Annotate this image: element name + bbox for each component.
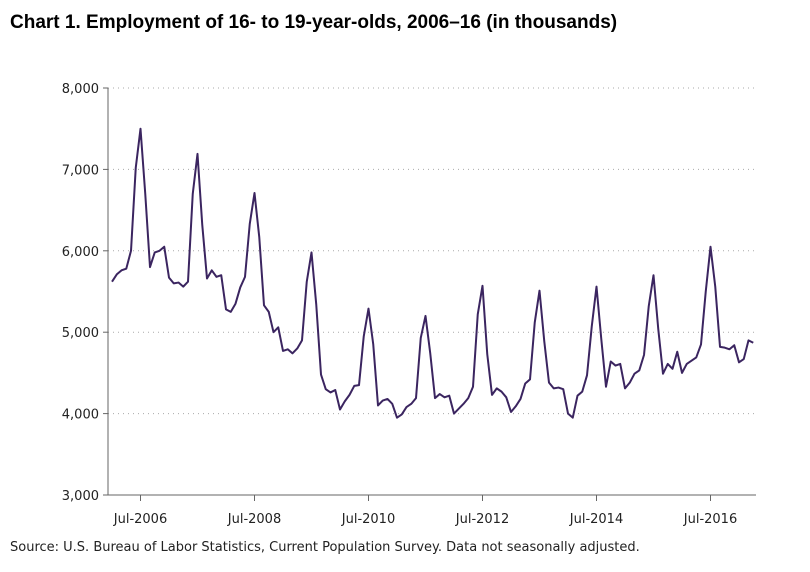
y-tick-label: 8,000: [62, 82, 99, 97]
axes: [107, 88, 756, 496]
series-line: [111, 127, 754, 419]
gridlines: [108, 87, 756, 415]
chart-title: Chart 1. Employment of 16- to 19-year-ol…: [10, 12, 618, 33]
x-tick-label: Jul-2010: [341, 512, 395, 527]
x-tick-label: Jul-2012: [455, 512, 509, 527]
x-tick-label: Jul-2016: [683, 512, 737, 527]
y-tick-label: 7,000: [62, 163, 99, 178]
y-axis-ticks: 3,000 4,000 5,000 6,000 7,000 8,000: [62, 82, 108, 504]
x-tick-label: Jul-2014: [569, 512, 623, 527]
source-note: Source: U.S. Bureau of Labor Statistics,…: [10, 540, 640, 555]
x-axis-ticks: Jul-2006 Jul-2008 Jul-2010 Jul-2012 Jul-2014…: [113, 495, 737, 527]
y-tick-label: 3,000: [62, 489, 99, 504]
y-tick-label: 5,000: [62, 326, 99, 341]
x-tick-label: Jul-2008: [227, 512, 281, 527]
y-tick-label: 4,000: [62, 408, 99, 423]
x-tick-label: Jul-2006: [113, 512, 167, 527]
y-tick-label: 6,000: [62, 245, 99, 260]
